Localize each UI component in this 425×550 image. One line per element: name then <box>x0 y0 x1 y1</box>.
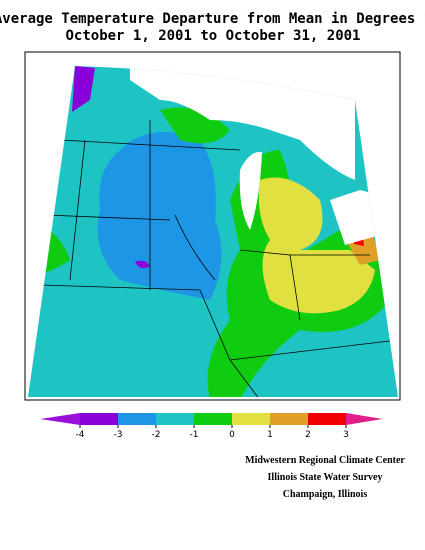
colorbar-segment <box>118 413 156 425</box>
colorbar-tick-label: -2 <box>152 430 161 440</box>
colorbar-tick-label: 3 <box>343 430 349 440</box>
title-line: Average Temperature Departure from Mean … <box>0 11 425 27</box>
credits: Midwestern Regional Climate Center Illino… <box>245 455 405 500</box>
credit-line: Midwestern Regional Climate Center <box>245 455 405 466</box>
colorbar-segment <box>308 413 346 425</box>
colorbar-arrow <box>40 413 80 425</box>
colorbar-segment <box>270 413 308 425</box>
colorbar-tick-label: -4 <box>76 430 85 440</box>
colorbar-tick-label: 0 <box>229 430 235 440</box>
colorbar-tick-label: 1 <box>267 430 273 440</box>
colorbar-segment <box>194 413 232 425</box>
credit-line: Illinois State Water Survey <box>268 472 383 483</box>
colorbar-segment <box>156 413 194 425</box>
colorbar-tick-label: 2 <box>305 430 311 440</box>
colorbar: -4 -3 -2 -1 0 1 2 3 <box>40 413 383 440</box>
colorbar-arrow <box>346 413 383 425</box>
colorbar-tick-label: -3 <box>114 430 123 440</box>
map <box>28 66 398 397</box>
title-line: October 1, 2001 to October 31, 2001 <box>65 28 360 44</box>
colorbar-tick-label: -1 <box>190 430 199 440</box>
colorbar-segment <box>232 413 270 425</box>
colorbar-segment <box>80 413 118 425</box>
credit-line: Champaign, Illinois <box>283 489 368 500</box>
